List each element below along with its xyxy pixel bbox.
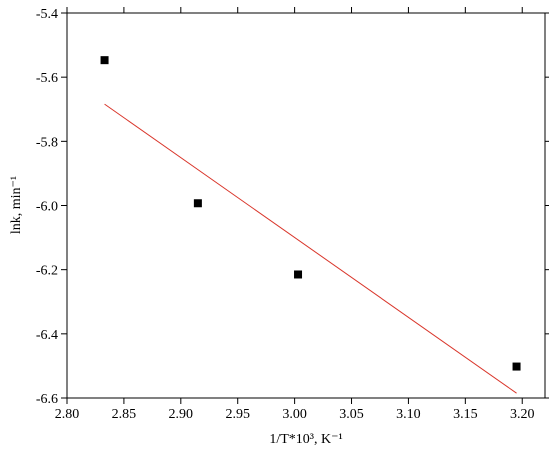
y-tick-label: -6.6	[36, 392, 58, 407]
fit-line	[104, 103, 517, 394]
x-axis-label: 1/T*10³, K⁻¹	[269, 432, 342, 447]
x-tick-label: 2.95	[225, 407, 250, 422]
y-tick-label: -5.6	[36, 71, 58, 86]
x-tick-label: 3.10	[396, 407, 421, 422]
point	[193, 199, 202, 208]
y-tick-label: -5.8	[36, 135, 58, 150]
x-tick-label: 3.00	[282, 407, 307, 422]
point	[512, 362, 521, 371]
y-tick-label: -6.2	[36, 264, 58, 279]
plot-frame	[66, 12, 546, 399]
x-tick-label: 2.85	[112, 407, 137, 422]
x-tick-label: 2.80	[55, 407, 80, 422]
x-tick-label: 3.15	[453, 407, 478, 422]
y-tick-label: -5.4	[36, 7, 58, 22]
y-axis-label: lnk, min⁻¹	[9, 176, 24, 234]
point	[100, 56, 109, 65]
y-tick-label: -6.0	[36, 200, 58, 215]
point	[294, 270, 303, 279]
x-tick-label: 2.90	[169, 407, 194, 422]
x-tick-label: 3.20	[510, 407, 535, 422]
y-tick-label: -6.4	[36, 328, 58, 343]
x-tick-label: 3.05	[339, 407, 364, 422]
